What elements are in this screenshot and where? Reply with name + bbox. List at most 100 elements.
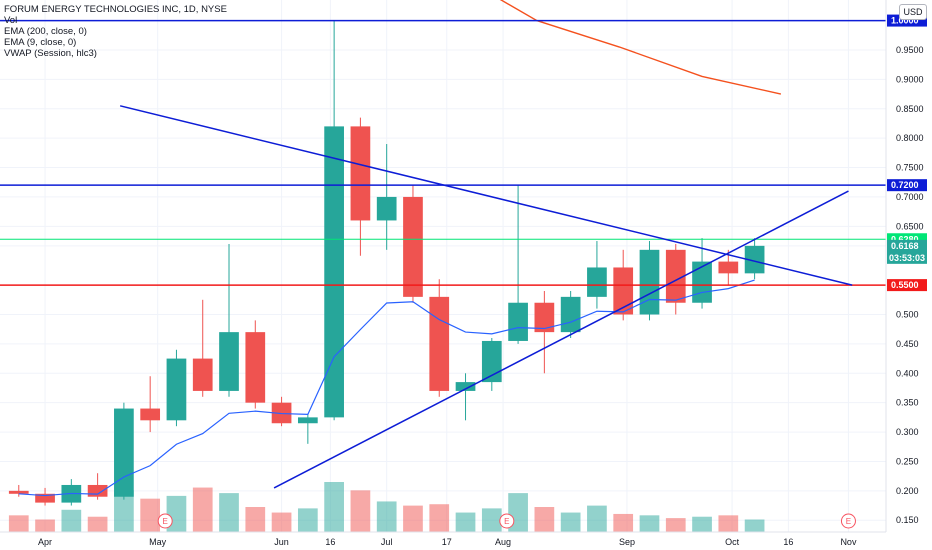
candle-body [297, 417, 318, 424]
candle-body [718, 261, 739, 274]
currency-button[interactable]: USD [899, 4, 927, 20]
volume-bar [403, 505, 423, 532]
trendlines[interactable] [119, 105, 853, 489]
candle-body [429, 296, 450, 391]
price-tick-label: 0.500 [896, 309, 919, 319]
legend-volume[interactable]: Vol [4, 15, 18, 26]
candle-body [376, 196, 397, 221]
last-price-label: 0.6168 [891, 241, 919, 251]
volume-bar [376, 501, 397, 532]
volume-bar [560, 512, 581, 532]
price-tick-label: 0.350 [896, 398, 919, 408]
candle-body [114, 408, 134, 497]
level-tag [887, 279, 927, 292]
price-tick-label: 0.6500 [896, 221, 924, 231]
time-tick-label: May [149, 537, 167, 547]
volume-bar [639, 515, 660, 532]
price-tick-label: 0.300 [896, 427, 919, 437]
last-price-tag [887, 239, 927, 264]
candle-body [455, 382, 476, 391]
volume-bar [665, 518, 686, 532]
trendline [273, 190, 849, 489]
price-tick-label: 0.8000 [896, 133, 924, 143]
chart-legend: FORUM ENERGY TECHNOLOGIES INC, 1D, NYSE … [4, 4, 227, 59]
earnings-marker [499, 513, 515, 529]
candle-body [245, 332, 266, 403]
candle-body [350, 126, 371, 221]
candle-body [692, 261, 712, 303]
volume-bar [534, 507, 555, 532]
price-tick-label: 0.200 [896, 486, 919, 496]
time-tick-label: 16 [783, 537, 793, 547]
candle-body [587, 267, 607, 297]
volume-bar [692, 516, 712, 532]
volume-bar [297, 508, 318, 532]
price-tick-label: 0.9500 [896, 45, 924, 55]
candle-body [665, 249, 686, 303]
volume-bar [613, 513, 634, 532]
candle-body [613, 267, 634, 315]
candle-body [219, 332, 239, 391]
candle-body [87, 484, 108, 497]
price-tick-label: 0.450 [896, 339, 919, 349]
earnings-marker-label: E [163, 517, 168, 526]
earnings-marker [840, 513, 856, 529]
candle-body [508, 302, 528, 341]
price-tick-label: 0.250 [896, 456, 919, 466]
candle-body [744, 245, 765, 274]
price-tick-label: 0.7000 [896, 192, 924, 202]
volume-bar [192, 487, 213, 532]
countdown-label: 03:53:03 [889, 253, 925, 263]
candle-body [403, 196, 423, 297]
legend-symbol[interactable]: FORUM ENERGY TECHNOLOGIES INC, 1D, NYSE [4, 4, 227, 15]
time-tick-label: 16 [325, 537, 335, 547]
candle-body [166, 358, 187, 421]
time-tick-label: Nov [840, 537, 857, 547]
time-tick-label: Oct [725, 537, 740, 547]
time-tick-label: Sep [619, 537, 635, 547]
candle-body [35, 493, 55, 503]
level-tag [887, 14, 927, 27]
candle-body [140, 408, 161, 421]
volume-bar [219, 493, 239, 532]
volume-bars [8, 482, 765, 532]
volume-bar [324, 482, 344, 532]
volume-bar [350, 490, 371, 532]
candle-body [639, 249, 660, 315]
volume-bar [114, 490, 134, 532]
time-tick-label: Aug [495, 537, 511, 547]
level-tag-label: 0.7200 [891, 180, 919, 190]
volume-bar [429, 504, 450, 532]
price-tick-label: 0.150 [896, 515, 919, 525]
candle-body [534, 302, 555, 333]
volume-bar [744, 519, 765, 532]
level-tag-label: 0.5500 [891, 280, 919, 290]
volume-bar [8, 515, 29, 532]
green-level-tag-label: 0.6280 [891, 234, 919, 244]
candle-body [192, 358, 213, 391]
candle-body [324, 126, 344, 418]
legend-ema200[interactable]: EMA (200, close, 0) [4, 26, 87, 37]
legend-ema9[interactable]: EMA (9, close, 0) [4, 37, 77, 48]
legend-vwap[interactable]: VWAP (Session, hlc3) [4, 48, 97, 59]
volume-bar [35, 519, 55, 532]
time-tick-label: 17 [442, 537, 452, 547]
volume-bar [245, 507, 266, 532]
time-tick-label: Jun [274, 537, 289, 547]
earnings-marker [157, 513, 173, 529]
volume-bar [481, 508, 502, 532]
time-tick-label: Apr [38, 537, 52, 547]
earnings-marker-label: E [846, 517, 851, 526]
volume-bar [140, 498, 161, 532]
volume-bar [61, 509, 82, 532]
candle-body [271, 402, 292, 424]
time-tick-label: Jul [381, 537, 393, 547]
time-axis[interactable]: Apr May Jun 16 Jul 17 Aug Sep Oct 16 Nov [38, 537, 857, 547]
price-tick-label: 0.7500 [896, 163, 924, 173]
ema9-line [18, 279, 755, 497]
volume-bar [87, 516, 108, 532]
candle-body [560, 296, 581, 333]
